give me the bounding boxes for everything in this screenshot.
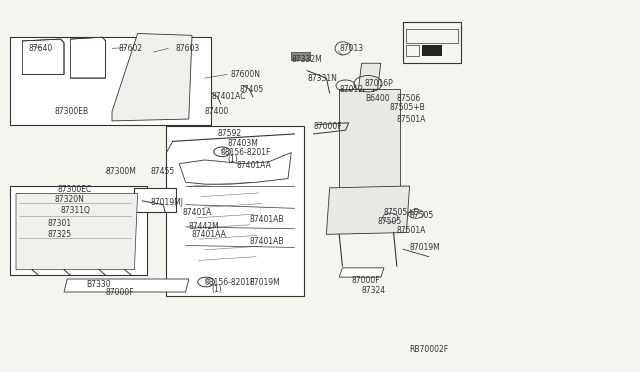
Text: 87019MJ: 87019MJ [150, 198, 184, 207]
Text: 87320N: 87320N [54, 195, 84, 203]
Text: 87325: 87325 [48, 230, 72, 239]
Text: 08156-8201F: 08156-8201F [205, 278, 255, 287]
Text: 87401AC: 87401AC [211, 92, 246, 101]
Text: 87501A: 87501A [397, 226, 426, 235]
Text: 87442M: 87442M [189, 222, 220, 231]
Text: 87000F: 87000F [106, 288, 134, 296]
Text: 87401AB: 87401AB [250, 215, 284, 224]
Text: 87401AB: 87401AB [250, 237, 284, 246]
Text: 87019M: 87019M [250, 278, 280, 287]
Text: 87300M: 87300M [106, 167, 136, 176]
Text: (1): (1) [227, 155, 238, 164]
Text: S: S [204, 279, 208, 285]
Text: 87505+B: 87505+B [389, 103, 425, 112]
Text: 87602: 87602 [118, 44, 143, 53]
Polygon shape [339, 268, 384, 277]
Polygon shape [326, 186, 410, 234]
Text: 87401A: 87401A [182, 208, 212, 217]
Polygon shape [22, 39, 64, 74]
Text: 87501A: 87501A [397, 115, 426, 124]
Text: 87505: 87505 [410, 211, 434, 220]
Text: 87019M: 87019M [410, 243, 440, 252]
Text: 87311Q: 87311Q [61, 206, 91, 215]
Text: 87400: 87400 [205, 107, 229, 116]
Text: 87016P: 87016P [365, 79, 394, 88]
Text: B7330: B7330 [86, 280, 111, 289]
Text: 87640: 87640 [29, 44, 53, 53]
Polygon shape [64, 279, 189, 292]
Text: RB70002F: RB70002F [410, 345, 449, 354]
Text: 87592: 87592 [218, 129, 242, 138]
Polygon shape [112, 33, 192, 121]
Text: 87505+D: 87505+D [384, 208, 420, 217]
Bar [291, 52, 310, 60]
Text: 87301: 87301 [48, 219, 72, 228]
Text: 87000F: 87000F [352, 276, 381, 285]
Bar [403, 22, 461, 63]
Text: 87300EC: 87300EC [58, 185, 92, 194]
Text: 87012: 87012 [339, 85, 364, 94]
Text: S: S [220, 149, 224, 154]
Text: 87455: 87455 [150, 167, 175, 176]
Polygon shape [16, 193, 138, 270]
Polygon shape [179, 153, 291, 184]
Polygon shape [339, 89, 400, 190]
Polygon shape [70, 37, 106, 78]
Bar [134, 188, 176, 212]
Text: 87403M: 87403M [227, 139, 258, 148]
Text: 87332M: 87332M [291, 55, 322, 64]
Text: 87505: 87505 [378, 217, 402, 226]
Text: 87603: 87603 [176, 44, 200, 53]
Text: 87600N: 87600N [230, 70, 260, 79]
Text: 87405: 87405 [240, 85, 264, 94]
Polygon shape [358, 63, 381, 89]
Text: 87300EB: 87300EB [54, 107, 88, 116]
Bar [166, 126, 304, 296]
Text: 87013: 87013 [339, 44, 364, 53]
Text: (1): (1) [211, 285, 222, 294]
Text: 87506: 87506 [397, 94, 421, 103]
Bar [10, 186, 147, 275]
Text: 87401AA: 87401AA [237, 161, 271, 170]
Text: B6400: B6400 [365, 94, 389, 103]
Bar [406, 45, 419, 56]
Text: 87000F: 87000F [314, 122, 342, 131]
Bar [406, 29, 458, 43]
Text: 87324: 87324 [362, 286, 386, 295]
Bar [422, 45, 442, 56]
Text: 87331N: 87331N [307, 74, 337, 83]
Bar [10, 37, 211, 125]
Text: 08156-8201F: 08156-8201F [221, 148, 271, 157]
Text: 87401AA: 87401AA [192, 230, 227, 239]
